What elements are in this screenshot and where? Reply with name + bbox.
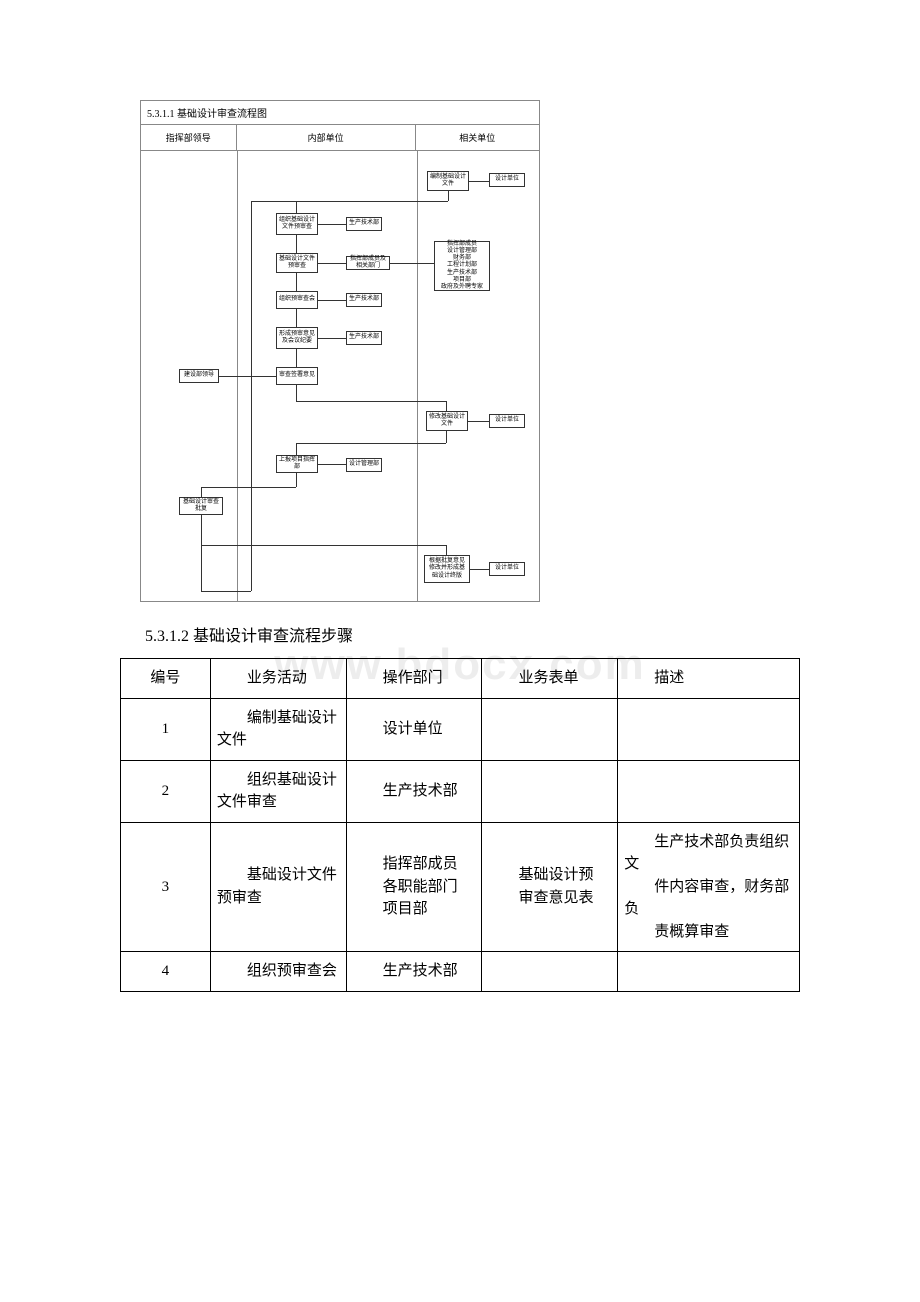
cell-num: 3 xyxy=(121,822,211,952)
cell-dept: 生产技术部 xyxy=(346,952,482,992)
lane-header-1: 指挥部领导 xyxy=(141,125,237,150)
section-heading: 5.3.1.2 基础设计审查流程步骤 xyxy=(145,622,820,646)
cell-desc xyxy=(618,952,800,992)
cell-dept: 生产技术部 xyxy=(346,760,482,822)
node-prod-tech-2: 生产技术部 xyxy=(346,293,382,307)
node-approval: 基础设计审查批复 xyxy=(179,497,223,515)
cell-activity: 编制基础设计文件 xyxy=(210,698,346,760)
cell-num: 1 xyxy=(121,698,211,760)
lane-header-2: 内部单位 xyxy=(237,125,416,150)
table-row: 3 基础设计文件预审查 指挥部成员 各职能部门 项目部 基础设计预 审查意见表 … xyxy=(121,822,800,952)
node-compile-docs: 编制基础设计文件 xyxy=(427,171,469,191)
cell-desc xyxy=(618,760,800,822)
th-dept: 操作部门 xyxy=(346,659,482,699)
node-design-unit-3: 设计单位 xyxy=(489,562,525,576)
table-row: 2 组织基础设计文件审查 生产技术部 xyxy=(121,760,800,822)
lane-header-3: 相关单位 xyxy=(416,125,539,150)
cell-form xyxy=(482,760,618,822)
node-leader: 建设部领导 xyxy=(179,369,219,383)
cell-desc xyxy=(618,698,800,760)
flowchart-container: 5.3.1.1 基础设计审查流程图 指挥部领导 内部单位 相关单位 编制基础设计… xyxy=(140,100,540,602)
table-header-row: 编号 业务活动 操作部门 业务表单 描述 xyxy=(121,659,800,699)
node-final-version: 根据批复意见修改并形成基础设计终版 xyxy=(424,555,470,583)
cell-form xyxy=(482,952,618,992)
node-modify-docs: 修改基础设计文件 xyxy=(426,411,468,431)
node-pre-review: 基础设计文件预审查 xyxy=(276,253,318,273)
table-row: 1 编制基础设计文件 设计单位 xyxy=(121,698,800,760)
node-report-hq: 上报项目指挥部 xyxy=(276,455,318,473)
cell-form xyxy=(482,698,618,760)
node-prod-tech-3: 生产技术部 xyxy=(346,331,382,345)
node-design-unit-2: 设计单位 xyxy=(489,414,525,428)
flowchart-title: 5.3.1.1 基础设计审查流程图 xyxy=(141,101,539,125)
cell-dept: 设计单位 xyxy=(346,698,482,760)
cell-activity: 组织预审查会 xyxy=(210,952,346,992)
node-design-unit-1: 设计单位 xyxy=(489,173,525,187)
node-review-sign: 审查签署意见 xyxy=(276,367,318,385)
cell-form: 基础设计预 审查意见表 xyxy=(482,822,618,952)
th-desc: 描述 xyxy=(618,659,800,699)
cell-num: 4 xyxy=(121,952,211,992)
node-participants: 指挥部成员 设计管理部 财务部 工程计划部 生产技术部 项目部 政府及外聘专家 xyxy=(434,241,490,291)
th-activity: 业务活动 xyxy=(210,659,346,699)
flow-body: 编制基础设计文件 设计单位 组织基础设计文件预审查 生产技术部 基础设计文件预审… xyxy=(141,151,539,601)
node-members: 指挥部成员及相关部门 xyxy=(346,256,390,270)
th-num: 编号 xyxy=(121,659,211,699)
cell-num: 2 xyxy=(121,760,211,822)
node-organize-review: 组织基础设计文件预审查 xyxy=(276,213,318,235)
steps-table: 编号 业务活动 操作部门 业务表单 描述 1 编制基础设计文件 设计单位 2 组… xyxy=(120,658,800,992)
node-org-meeting: 组织预审查会 xyxy=(276,291,318,309)
node-form-minutes: 形成预审意见及会议纪要 xyxy=(276,327,318,349)
lane-header: 指挥部领导 内部单位 相关单位 xyxy=(141,125,539,151)
node-prod-tech-1: 生产技术部 xyxy=(346,217,382,231)
cell-desc: 生产技术部负责组织文 件内容审查，财务部负 责概算审查 xyxy=(618,822,800,952)
node-design-mgmt: 设计管理部 xyxy=(346,458,382,472)
cell-dept: 指挥部成员 各职能部门 项目部 xyxy=(346,822,482,952)
cell-activity: 组织基础设计文件审查 xyxy=(210,760,346,822)
cell-activity: 基础设计文件预审查 xyxy=(210,822,346,952)
th-form: 业务表单 xyxy=(482,659,618,699)
table-row: 4 组织预审查会 生产技术部 xyxy=(121,952,800,992)
